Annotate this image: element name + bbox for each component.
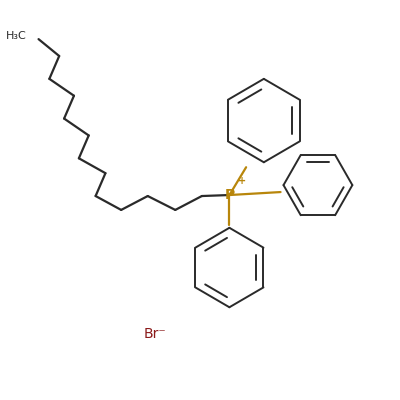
Text: P: P (224, 188, 234, 202)
Text: +: + (238, 176, 246, 186)
Text: Br⁻: Br⁻ (143, 327, 166, 341)
Text: H₃C: H₃C (6, 31, 27, 41)
